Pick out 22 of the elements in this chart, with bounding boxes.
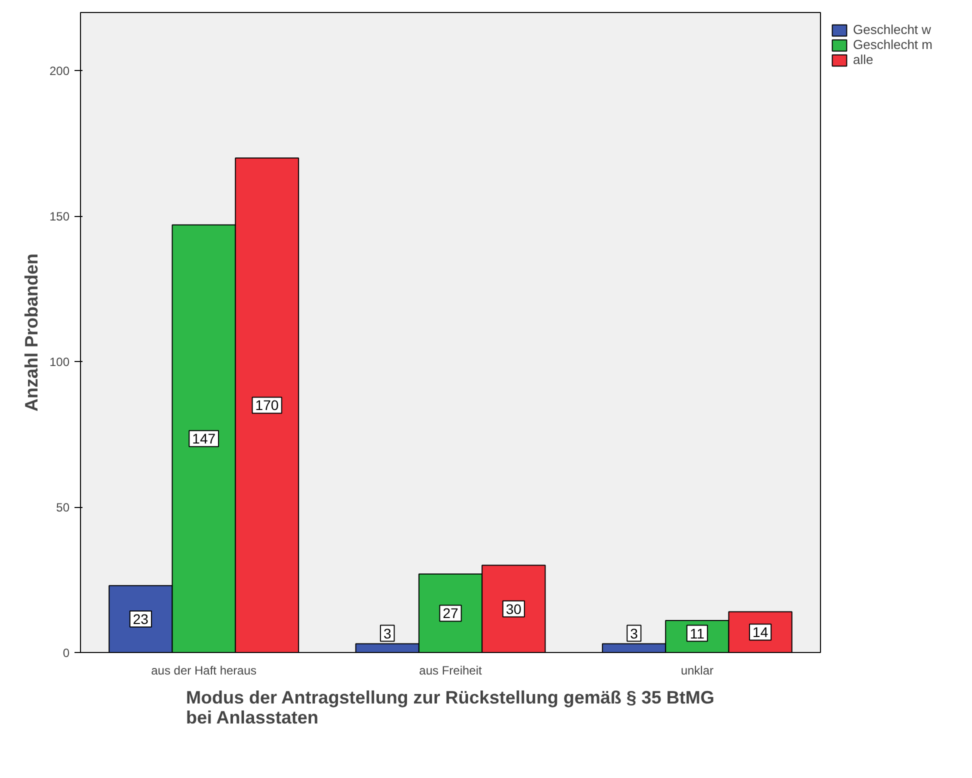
y-axis-title: Anzahl Probanden: [21, 253, 42, 412]
data-label: 11: [690, 625, 705, 642]
y-tick-label: 50: [56, 500, 70, 515]
legend-label: alle: [853, 52, 874, 67]
y-tick-label: 150: [49, 210, 70, 224]
data-label: 14: [752, 624, 768, 640]
data-label: 170: [255, 397, 279, 414]
data-label: 147: [192, 430, 216, 447]
x-tick-label: aus Freiheit: [419, 664, 483, 678]
legend-label: Geschlecht w: [853, 22, 932, 37]
data-label: 23: [132, 611, 149, 628]
x-axis-title: Modus der Antragstellung zur Rückstellung gemäß § 35 BtMG bei Anlasstaten: [186, 688, 714, 728]
data-label: 3: [383, 625, 392, 642]
data-label: 27: [442, 605, 458, 622]
x-tick-label: unklar: [680, 664, 714, 678]
y-tick-label: 100: [49, 355, 70, 370]
y-tick-label: 200: [49, 64, 70, 78]
data-label: 3: [630, 625, 638, 642]
x-tick-label: aus der Haft heraus: [151, 664, 257, 678]
y-tick-label: 0: [62, 646, 70, 660]
legend-label: Geschlecht m: [853, 37, 932, 52]
data-label: 30: [506, 600, 522, 617]
